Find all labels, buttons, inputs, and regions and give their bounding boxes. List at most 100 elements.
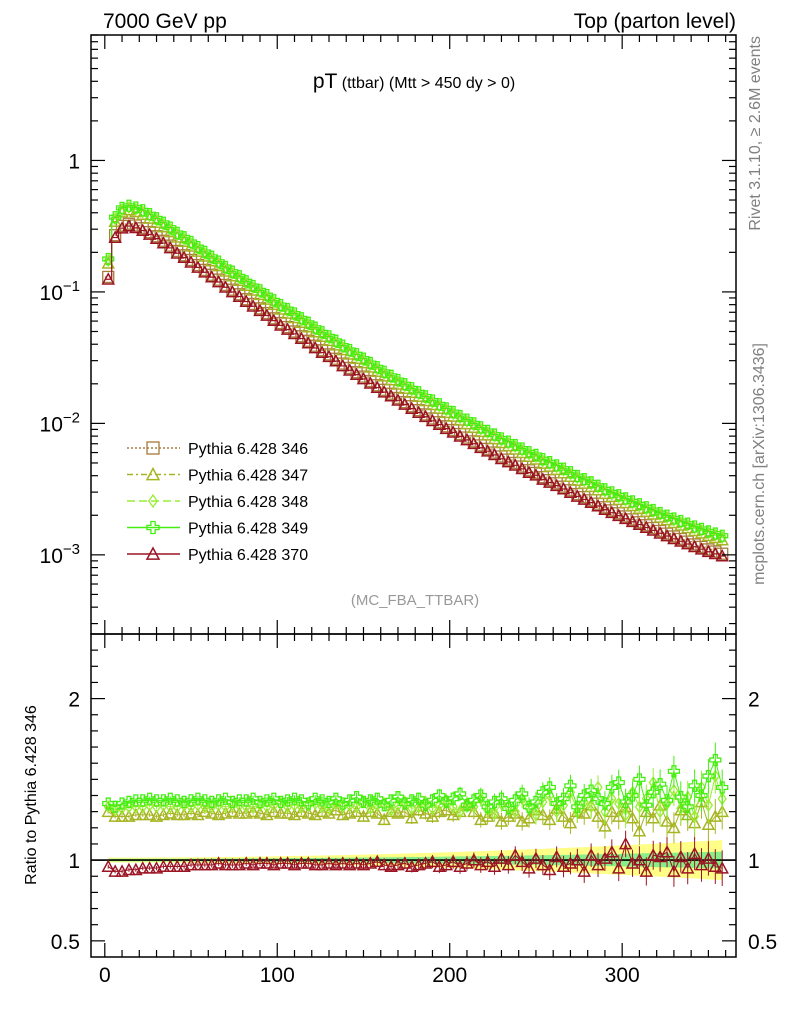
main-point xyxy=(480,444,495,457)
rivet-label: Rivet 3.1.10, ≥ 2.6M events xyxy=(747,36,764,231)
ratio-point xyxy=(163,859,178,872)
main-point xyxy=(322,348,336,361)
ratio-point xyxy=(501,857,516,871)
main-point xyxy=(680,536,695,550)
main-point xyxy=(384,387,398,400)
main-point xyxy=(584,494,598,507)
ratio-point xyxy=(349,856,364,869)
ratio-point xyxy=(577,864,591,877)
main-point xyxy=(674,534,688,547)
main-point xyxy=(122,199,136,212)
ratio-point xyxy=(607,792,617,806)
main-point xyxy=(177,250,191,264)
ratio-point xyxy=(522,800,536,813)
ratio-point xyxy=(680,861,695,874)
ratio-point xyxy=(115,809,129,822)
ratio-point xyxy=(543,781,556,794)
main-point xyxy=(281,320,294,334)
ratio-point xyxy=(142,807,157,821)
legend-marker xyxy=(145,466,161,481)
main-point xyxy=(640,519,653,532)
ratio-point xyxy=(184,857,198,871)
main-point xyxy=(411,405,426,418)
main-point xyxy=(598,501,612,514)
ratio-point xyxy=(716,781,729,794)
main-point xyxy=(425,413,440,427)
ratio-point xyxy=(446,854,460,868)
main-point xyxy=(433,416,446,429)
main-point xyxy=(660,509,674,522)
ratio-point xyxy=(273,806,288,819)
ratio-point xyxy=(198,857,212,871)
main-point xyxy=(108,211,122,224)
ratio-point xyxy=(667,820,681,834)
ratio-point xyxy=(211,856,226,869)
main-point xyxy=(288,325,301,338)
main-point xyxy=(447,423,460,437)
ratio-point xyxy=(101,859,116,872)
main-point xyxy=(460,432,474,446)
main-point xyxy=(508,458,523,471)
ratio-point xyxy=(414,800,424,814)
ratio-point xyxy=(522,811,536,824)
main-point xyxy=(274,316,287,330)
ratio-frame xyxy=(90,633,737,958)
ratio-point xyxy=(370,806,385,819)
ratio-point xyxy=(542,812,557,826)
legend-entry: Pythia 6.428 346 xyxy=(127,441,308,458)
main-point xyxy=(329,354,343,367)
main-point xyxy=(660,528,674,542)
ratio-point xyxy=(239,856,253,869)
ratio-series-group xyxy=(101,742,729,887)
ratio-point xyxy=(557,792,570,805)
main-point xyxy=(405,401,419,415)
ratio-point xyxy=(611,861,626,874)
ratio-ylabel: Ratio to Pythia 6.428 346 xyxy=(23,705,40,885)
main-point xyxy=(481,442,494,456)
ratio-ytick-label-right: 0.5 xyxy=(748,931,777,954)
main-point xyxy=(564,484,577,497)
main-point xyxy=(267,313,281,327)
ratio-point xyxy=(294,856,309,869)
main-point xyxy=(426,412,439,425)
ratio-point xyxy=(411,802,426,816)
ratio-point xyxy=(302,797,315,810)
ratio-point xyxy=(218,857,233,871)
ratio-point xyxy=(225,857,240,871)
ratio-point xyxy=(135,861,150,874)
ratio-point xyxy=(273,856,288,869)
ratio-point xyxy=(280,806,295,819)
ratio-panel: 2 2 1 1 0.5 0.5 0 100 200 300 Ratio to Pythia 6.4… xyxy=(23,633,777,987)
main-point xyxy=(295,330,308,343)
main-point xyxy=(563,485,578,499)
legend-marker xyxy=(145,546,161,560)
main-point xyxy=(198,265,212,278)
ratio-point xyxy=(625,811,640,824)
ratio-axes: 2 2 1 1 0.5 0.5 0 100 200 300 xyxy=(51,634,777,987)
main-point xyxy=(446,425,460,438)
main-point xyxy=(287,326,302,340)
main-point xyxy=(536,472,550,485)
main-point xyxy=(156,236,171,249)
ratio-point xyxy=(170,807,184,821)
main-point xyxy=(695,522,708,536)
ratio-point xyxy=(536,857,550,871)
ratio-point xyxy=(689,809,700,824)
ratio-point xyxy=(135,807,150,821)
main-point xyxy=(226,283,239,296)
ratio-point xyxy=(655,805,665,819)
main-point xyxy=(102,270,115,284)
ratio-point xyxy=(267,804,281,818)
legend-entry: Pythia 6.428 370 xyxy=(127,546,308,564)
ratio-point xyxy=(329,802,343,816)
ratio-point xyxy=(695,789,708,802)
ratio-point xyxy=(667,864,681,877)
main-title: pT (ttbar) (Mtt > 450 dy > 0) xyxy=(313,70,515,93)
main-point xyxy=(322,349,336,363)
main-point xyxy=(391,391,405,405)
main-point xyxy=(536,470,549,484)
legend-entry: Pythia 6.428 349 xyxy=(127,521,308,538)
ratio-point xyxy=(619,795,632,809)
main-point xyxy=(315,344,329,357)
